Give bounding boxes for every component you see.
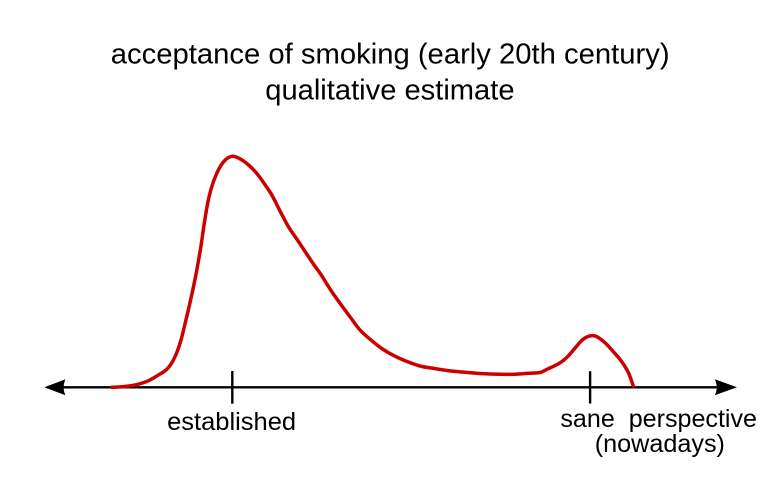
svg-text:qualitative estimate: qualitative estimate bbox=[265, 74, 514, 106]
svg-text:acceptance of smoking (early 2: acceptance of smoking (early 20th centur… bbox=[111, 38, 670, 70]
svg-text:(nowadays): (nowadays) bbox=[595, 431, 725, 458]
svg-text:sane perspective: sane perspective bbox=[560, 406, 757, 433]
svg-text:established: established bbox=[167, 409, 296, 436]
